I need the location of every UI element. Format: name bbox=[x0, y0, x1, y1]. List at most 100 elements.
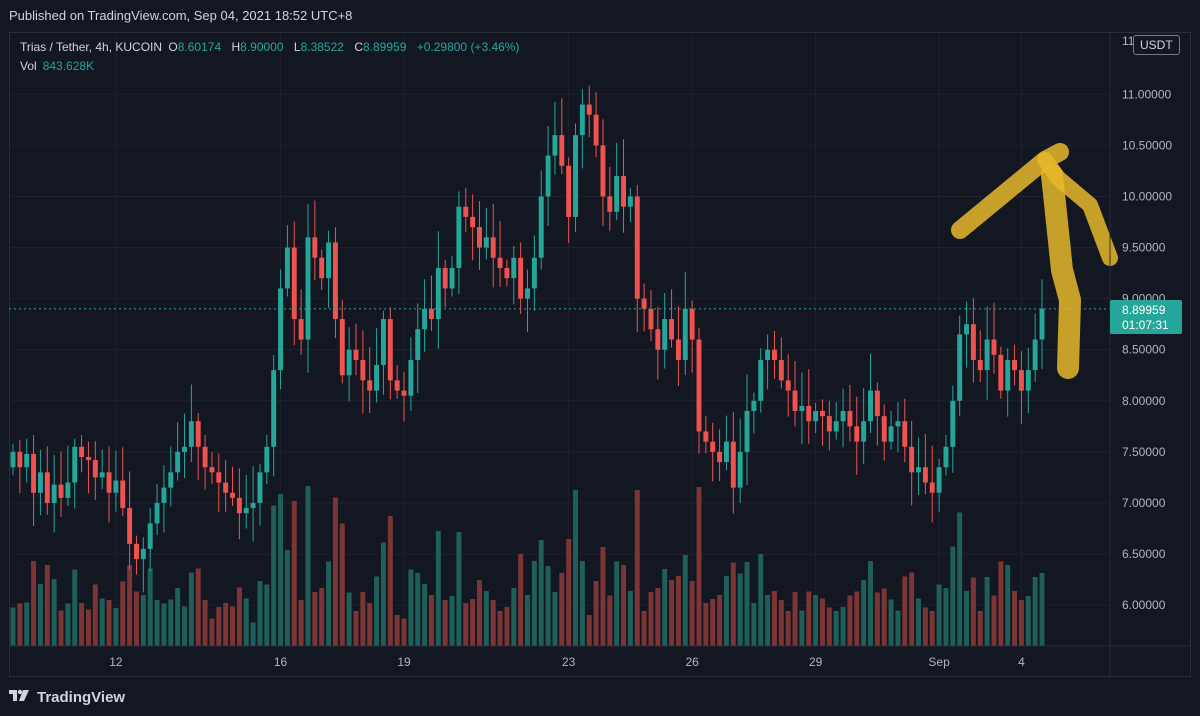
candle-body bbox=[51, 484, 57, 503]
candle-body bbox=[161, 487, 167, 503]
candle-body bbox=[504, 267, 510, 279]
volume-bar bbox=[806, 591, 812, 646]
volume-bar bbox=[518, 554, 524, 646]
volume-bar bbox=[559, 573, 565, 646]
volume-bar bbox=[545, 566, 551, 646]
volume-bar bbox=[305, 486, 311, 646]
candle-body bbox=[195, 421, 201, 447]
candle-body bbox=[380, 319, 386, 366]
y-tick-label: 9.50000 bbox=[1122, 241, 1166, 255]
volume-bar bbox=[339, 523, 345, 646]
candle-body bbox=[998, 354, 1004, 391]
candle-body bbox=[696, 339, 702, 432]
volume-bar bbox=[257, 581, 263, 646]
candle-body bbox=[922, 467, 928, 483]
candle-body bbox=[792, 390, 798, 412]
volume-bar bbox=[943, 588, 949, 646]
x-tick-label: Sep bbox=[928, 655, 950, 669]
candle-body bbox=[408, 359, 414, 396]
candle-body bbox=[826, 416, 832, 432]
volume-bar bbox=[161, 603, 167, 646]
candle-body bbox=[312, 237, 318, 258]
volume-bar bbox=[922, 607, 928, 646]
volume-bar bbox=[648, 592, 654, 646]
candle-body bbox=[284, 247, 290, 289]
volume-bar bbox=[511, 588, 517, 646]
candle-body bbox=[895, 421, 901, 427]
candle-body bbox=[820, 411, 825, 417]
x-tick-label: 16 bbox=[274, 655, 288, 669]
candle-body bbox=[37, 472, 43, 493]
volume-bar bbox=[79, 603, 85, 646]
price-axis: 6.00000 6.50000 7.00000 7.50000 8.00000 8.500… bbox=[1109, 33, 1172, 677]
volume-bar bbox=[99, 598, 105, 646]
y-tick-label: 7.00000 bbox=[1122, 496, 1166, 510]
candle-body bbox=[230, 492, 235, 498]
volume-bar bbox=[627, 591, 633, 646]
candle-body bbox=[175, 451, 181, 473]
candle-body bbox=[943, 446, 949, 468]
y-tick-label: 10.50000 bbox=[1122, 138, 1172, 152]
volume-bar bbox=[442, 600, 448, 646]
volume-bar bbox=[964, 591, 970, 646]
volume-bar bbox=[435, 531, 441, 646]
volume-bar bbox=[792, 592, 798, 646]
candle-body bbox=[271, 370, 277, 447]
volume-bar bbox=[696, 487, 702, 646]
volume-bar bbox=[236, 587, 242, 646]
volume-bar bbox=[998, 561, 1004, 646]
currency-unit-badge[interactable]: USDT bbox=[1133, 35, 1180, 55]
candle-body bbox=[367, 380, 373, 391]
volume-bar bbox=[422, 584, 428, 646]
y-tick-label: 6.50000 bbox=[1122, 547, 1166, 561]
candle-body bbox=[305, 237, 311, 340]
volume-bar bbox=[634, 490, 640, 646]
volume-bar bbox=[730, 562, 736, 646]
candle-body bbox=[339, 319, 345, 376]
volume-bar bbox=[874, 592, 880, 646]
y-tick-label: 6.00000 bbox=[1122, 598, 1166, 612]
candle-body bbox=[730, 441, 736, 488]
candle-body bbox=[566, 165, 572, 217]
candle-body bbox=[79, 446, 85, 457]
volume-bar bbox=[538, 540, 544, 646]
hand-drawn-up-arrow-icon bbox=[951, 143, 1118, 379]
candle-body bbox=[840, 411, 846, 422]
open-value: 8.60174 bbox=[177, 40, 222, 54]
volume-bar bbox=[449, 596, 455, 646]
candle-body bbox=[737, 451, 743, 488]
candle-body bbox=[854, 426, 860, 442]
countdown-value: 01:07:31 bbox=[1122, 318, 1169, 332]
volume-bar bbox=[607, 595, 613, 646]
candle-body bbox=[243, 508, 249, 514]
volume-bar bbox=[85, 609, 91, 646]
volume-bar bbox=[326, 561, 332, 646]
candle-body bbox=[717, 451, 723, 463]
candle-body bbox=[140, 548, 146, 560]
volume-bar bbox=[353, 611, 359, 646]
candle-body bbox=[477, 227, 482, 248]
candle-body bbox=[250, 502, 256, 509]
chart-panel[interactable] bbox=[9, 32, 1191, 677]
y-tick-label: 8.50000 bbox=[1122, 343, 1166, 357]
volume-bar bbox=[957, 512, 963, 646]
volume-bar bbox=[771, 591, 777, 646]
y-tick-label: 11.00000 bbox=[1122, 87, 1171, 101]
candle-body bbox=[497, 257, 503, 268]
candle-body bbox=[1005, 359, 1011, 391]
published-text: Published on TradingView.com, Sep 04, 20… bbox=[9, 8, 353, 23]
volume-bar bbox=[552, 592, 558, 646]
volume-bar bbox=[298, 600, 304, 646]
volume-bar bbox=[387, 516, 393, 646]
candle-body bbox=[463, 206, 469, 217]
candle-body bbox=[710, 441, 716, 452]
volume-bar bbox=[284, 550, 290, 646]
change-value: +0.29800 (+3.46%) bbox=[416, 40, 520, 54]
candle-body bbox=[909, 446, 915, 473]
volume-bar bbox=[902, 576, 908, 646]
volume-bar bbox=[346, 592, 352, 646]
volume-bar bbox=[223, 603, 229, 646]
footer-brand[interactable]: TradingView bbox=[9, 688, 125, 706]
volume-bar bbox=[675, 576, 681, 646]
